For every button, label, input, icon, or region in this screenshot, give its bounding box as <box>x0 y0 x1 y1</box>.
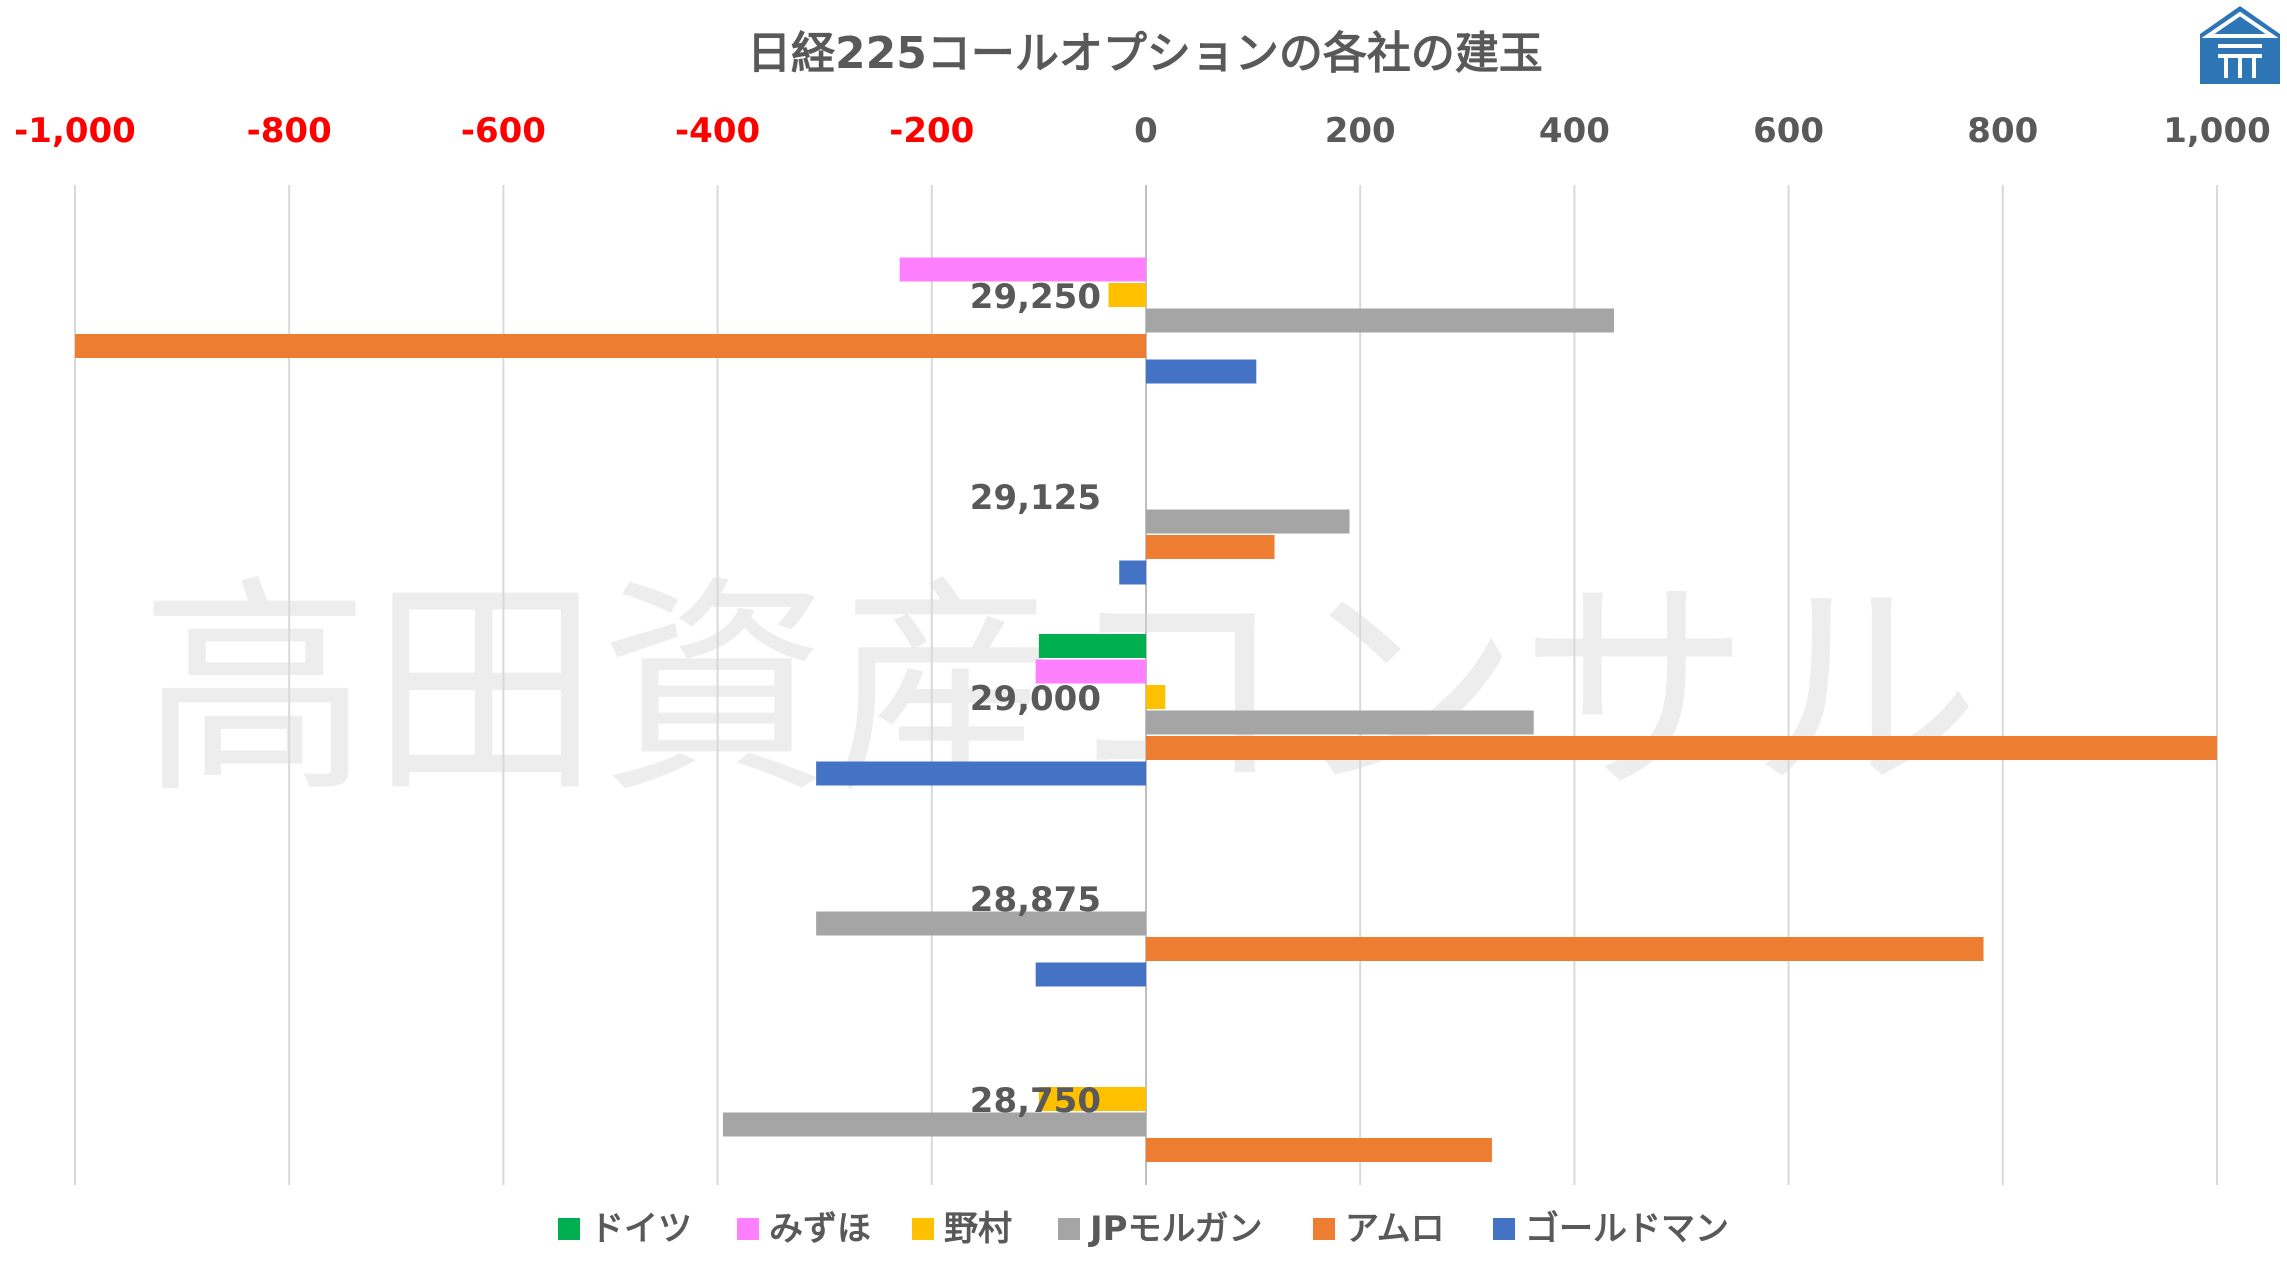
category-label: 28,875 <box>970 880 1101 920</box>
x-tick-label: 800 <box>1967 111 2038 151</box>
x-tick-label: -400 <box>675 111 760 151</box>
bar-JPモルガン-28,875 <box>816 911 1146 936</box>
legend-label: みずほ <box>769 1209 871 1249</box>
legend: ドイツ みずほ 野村 JPモルガン アムロ ゴールドマン <box>558 1209 1729 1249</box>
category-label: 29,250 <box>970 277 1101 317</box>
legend-label: JPモルガン <box>1088 1209 1263 1249</box>
legend-label: アムロ <box>1345 1209 1445 1249</box>
x-tick-label: 0 <box>1134 111 1158 151</box>
legend-label: ドイツ <box>590 1209 692 1249</box>
legend-swatch <box>558 1218 580 1240</box>
legend-swatch <box>1313 1218 1335 1240</box>
legend-swatch <box>1493 1218 1515 1240</box>
bar-JPモルガン-29,125 <box>1146 509 1350 534</box>
bar-JPモルガン-29,000 <box>1146 710 1534 735</box>
category-labels: 29,250 29,125 29,000 28,875 28,750 <box>970 277 1101 1121</box>
bar-JPモルガン-28,750 <box>722 1112 1146 1137</box>
x-tick-label: 1,000 <box>2163 111 2271 151</box>
bar-野村-28,750 <box>1038 1087 1146 1111</box>
bar-アムロ-29,000 <box>1146 736 2217 760</box>
x-tick-label: -1,000 <box>14 111 136 151</box>
x-tick-label: -800 <box>247 111 332 151</box>
bar-アムロ-29,125 <box>1146 535 1275 559</box>
x-tick-label: -200 <box>889 111 974 151</box>
bar-野村-29,250 <box>1108 283 1146 307</box>
legend-swatch <box>737 1218 759 1240</box>
bar-アムロ-28,875 <box>1146 937 1984 961</box>
bar-JPモルガン-29,250 <box>1146 308 1615 333</box>
bars <box>75 257 2217 1162</box>
x-axis-ticks: -1,000 -800 -600 -400 -200 0 200 400 600 800 1,000 <box>14 111 2271 151</box>
legend-swatch <box>1058 1218 1080 1240</box>
bar-みずほ-29,250 <box>899 257 1146 282</box>
house-logo-icon <box>2200 6 2280 84</box>
category-label: 28,750 <box>970 1081 1101 1121</box>
x-tick-label: 400 <box>1539 111 1610 151</box>
bar-みずほ-29,000 <box>1035 659 1146 684</box>
bar-野村-29,000 <box>1146 685 1166 709</box>
category-label: 29,000 <box>970 679 1101 719</box>
bar-ゴールドマン-29,250 <box>1146 359 1257 384</box>
legend-label: 野村 <box>944 1209 1012 1249</box>
bar-ドイツ-29,000 <box>1038 634 1146 658</box>
chart-title: 日経225コールオプションの各社の建玉 <box>747 28 1543 79</box>
legend-swatch <box>912 1218 934 1240</box>
bar-ゴールドマン-29,000 <box>816 761 1146 786</box>
x-tick-label: 200 <box>1325 111 1396 151</box>
bar-ゴールドマン-28,875 <box>1035 962 1146 987</box>
bar-ゴールドマン-29,125 <box>1119 560 1146 585</box>
legend-label: ゴールドマン <box>1525 1209 1729 1249</box>
bar-アムロ-29,250 <box>75 334 1146 358</box>
x-tick-label: -600 <box>461 111 546 151</box>
bar-アムロ-28,750 <box>1146 1138 1492 1162</box>
x-tick-label: 600 <box>1753 111 1824 151</box>
category-label: 29,125 <box>970 478 1101 518</box>
